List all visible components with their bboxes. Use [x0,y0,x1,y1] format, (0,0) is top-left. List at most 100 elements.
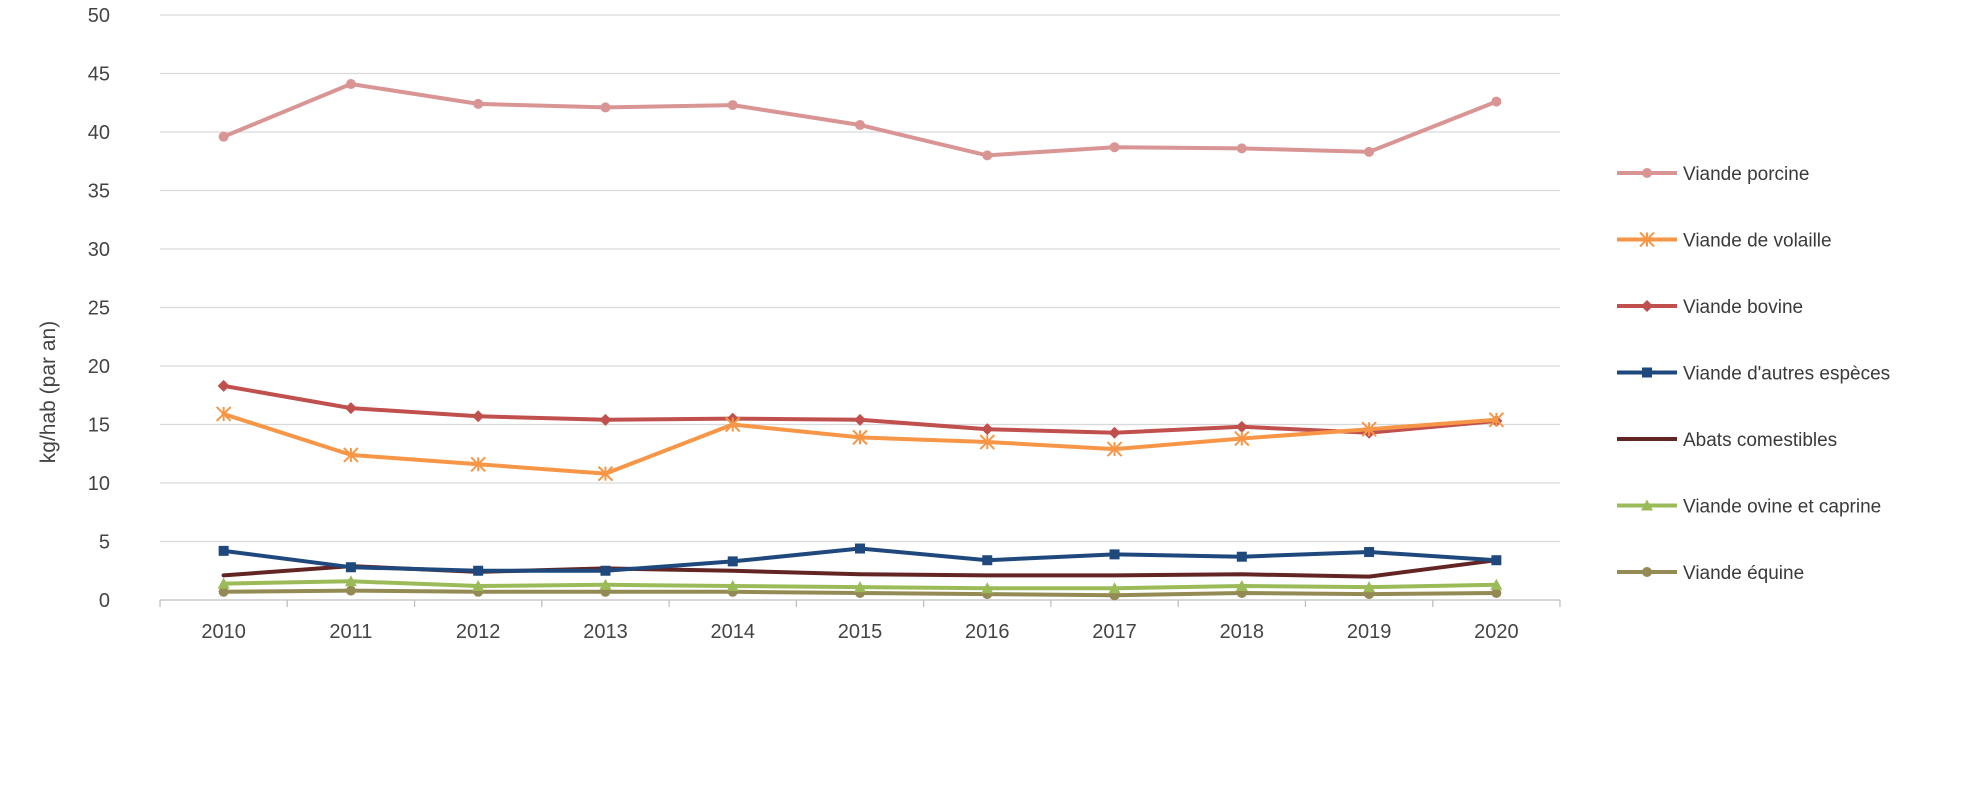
x-tick-label: 2020 [1474,621,1519,643]
data-point [600,102,611,113]
data-point [1642,367,1652,378]
data-point [472,579,485,591]
gridlines [160,14,1560,601]
data-point [218,545,229,556]
data-point [218,586,229,597]
data-point [344,402,357,415]
data-point [1235,579,1248,591]
legend-item: Viande bovine [1617,297,1803,318]
data-point [854,581,866,593]
data-point [1108,582,1121,594]
x-tick-label: 2016 [965,621,1010,643]
data-point [599,413,612,426]
x-tick-label: 2013 [583,621,628,643]
data-point [1642,168,1652,178]
legend-label: Viande ovine et caprine [1683,497,1881,518]
y-tick-label: 40 [88,122,110,144]
legend-item: Viande d'autres espèces [1617,364,1890,385]
x-tick-label: 2015 [838,621,883,643]
data-point [1364,146,1375,157]
x-tick-label: 2019 [1347,621,1392,643]
data-point [217,379,230,392]
legend-item: Viande porcine [1617,164,1809,185]
data-point [1642,567,1652,577]
legend-label: Viande bovine [1683,297,1803,318]
legend-label: Viande équine [1683,563,1804,584]
data-point [852,429,868,446]
data-point [1641,300,1653,312]
y-tick-label: 10 [88,473,110,495]
data-point [217,577,230,589]
data-point [218,131,229,142]
series-3 [218,543,1502,576]
data-point [1236,143,1247,154]
legend-label: Viande d'autres espèces [1683,364,1890,385]
series-2 [217,379,1503,439]
y-tick-label: 5 [99,532,110,554]
y-axis-ticks: 0 5 10 15 20 25 30 35 40 45 50 [88,5,110,612]
data-point [1363,581,1376,593]
data-point [1361,421,1377,437]
data-point [600,565,611,576]
data-point [344,575,357,587]
y-tick-label: 0 [99,590,110,612]
data-point [1235,420,1248,433]
data-point [1234,430,1250,447]
data-point [854,413,866,426]
data-point [727,100,738,111]
data-point [1109,142,1120,153]
data-point [1491,555,1502,566]
data-point [981,582,994,594]
x-tick-label: 2012 [456,621,501,643]
data-point [473,98,484,109]
legend-label: Viande porcine [1683,164,1809,185]
legend-item: Abats comestibles [1617,430,1837,451]
y-tick-label: 30 [88,239,110,261]
y-tick-label: 15 [88,415,110,437]
data-point [1109,549,1120,560]
legend-item: Viande de volaille [1617,231,1832,252]
x-tick-label: 2014 [710,621,755,643]
data-point [982,555,993,566]
data-point [1490,578,1503,590]
data-point [215,406,232,422]
data-point [1236,551,1247,562]
data-point [470,456,486,472]
y-tick-label: 20 [88,356,110,378]
data-point [599,578,612,590]
data-point [345,79,356,90]
data-point [982,150,993,161]
y-tick-label: 50 [88,5,110,27]
x-axis-ticks: 2010 2011 2012 2013 2014 2015 2016 2017 2018 2019… [159,600,1561,643]
y-tick-label: 45 [88,64,110,86]
data-point [979,434,995,450]
y-tick-label: 35 [88,181,110,203]
series-1 [215,406,1505,482]
data-point [855,543,865,554]
legend-label: Viande de volaille [1683,231,1832,252]
legend-label: Abats comestibles [1683,430,1837,451]
data-point [345,585,356,596]
data-point [345,562,356,573]
series-line [221,82,1499,158]
data-point [343,447,359,463]
x-tick-label: 2018 [1220,621,1265,643]
data-point [1106,441,1123,457]
data-point [855,119,865,130]
x-tick-label: 2011 [329,621,372,643]
data-point [1108,426,1121,439]
data-point [725,416,741,433]
data-point [472,410,485,423]
data-point [1491,587,1502,598]
data-point [727,556,738,567]
legend: Viande porcine Viande de volaille Viande b… [1617,164,1890,584]
legend-item: Viande équine [1617,563,1804,584]
data-point [473,565,484,576]
series-0 [218,79,1502,161]
data-point [597,465,614,482]
data-point [726,579,739,591]
data-point [1639,231,1655,248]
legend-item: Viande ovine et caprine [1617,497,1881,518]
